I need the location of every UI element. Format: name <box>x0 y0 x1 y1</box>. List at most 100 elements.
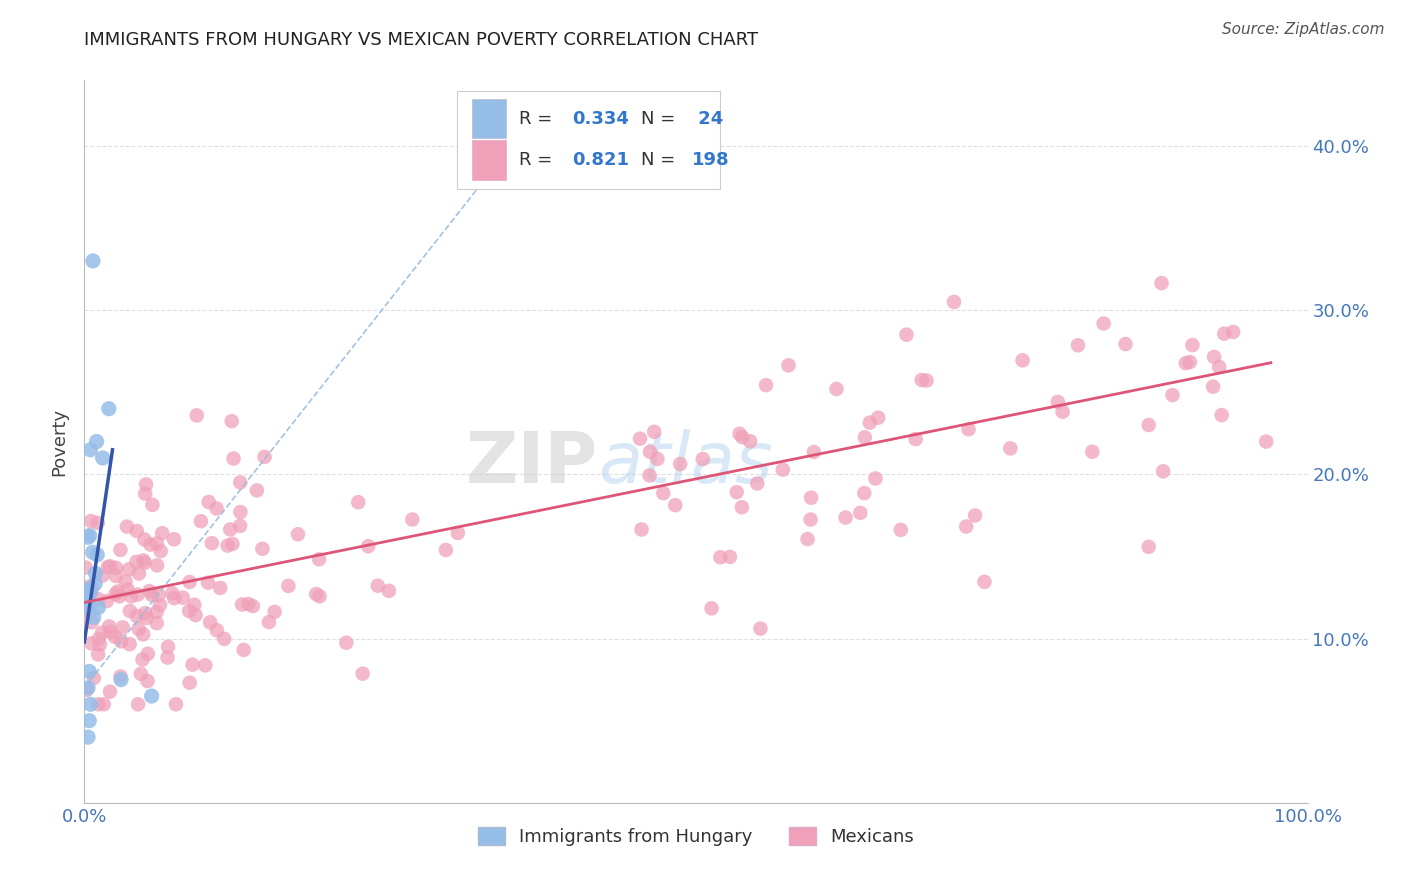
Point <box>447 525 470 540</box>
Point <box>82 253 104 268</box>
Point <box>859 416 882 430</box>
Point <box>209 581 232 595</box>
Text: IMMIGRANTS FROM HUNGARY VS MEXICAN POVERTY CORRELATION CHART: IMMIGRANTS FROM HUNGARY VS MEXICAN POVER… <box>84 31 758 49</box>
Point <box>242 599 264 614</box>
Point <box>146 536 169 550</box>
Point <box>1052 405 1074 419</box>
Point <box>84 566 107 581</box>
Point <box>77 665 100 679</box>
Point <box>287 527 309 541</box>
Point <box>163 591 186 606</box>
Point <box>160 586 183 600</box>
Point <box>114 574 136 589</box>
Point <box>1204 350 1226 364</box>
Point <box>79 585 101 599</box>
Point <box>86 434 108 449</box>
Point <box>205 501 228 516</box>
Point <box>308 590 330 604</box>
Point <box>803 445 825 459</box>
Point <box>1000 442 1022 456</box>
Point <box>664 498 686 512</box>
Text: ZIP: ZIP <box>465 429 598 498</box>
Point <box>131 652 153 666</box>
Point <box>890 523 912 537</box>
Point <box>165 698 187 712</box>
Point <box>1222 325 1244 339</box>
Point <box>728 426 751 441</box>
Point <box>75 582 97 597</box>
Point <box>749 622 772 636</box>
Point <box>141 689 163 703</box>
Point <box>1161 388 1184 402</box>
Point <box>197 575 219 590</box>
Point <box>134 486 156 500</box>
Point <box>87 600 110 615</box>
Point <box>97 401 120 416</box>
Point <box>740 434 762 449</box>
Point <box>957 422 980 436</box>
Point <box>1137 417 1160 432</box>
Point <box>700 601 723 615</box>
Point <box>378 583 401 598</box>
Point <box>172 591 194 605</box>
Point <box>135 477 157 491</box>
Point <box>231 598 253 612</box>
Point <box>77 730 100 744</box>
Point <box>643 425 665 439</box>
Point <box>149 544 172 558</box>
Point <box>357 539 380 553</box>
Point <box>125 524 148 538</box>
Point <box>104 569 127 583</box>
Point <box>125 609 148 624</box>
Point <box>83 671 105 685</box>
Point <box>136 647 159 661</box>
Point <box>232 643 254 657</box>
Point <box>80 514 103 528</box>
Point <box>97 560 120 574</box>
Point <box>347 495 370 509</box>
Point <box>179 675 201 690</box>
Point <box>263 605 285 619</box>
Point <box>181 657 204 672</box>
Point <box>201 536 224 550</box>
FancyBboxPatch shape <box>472 99 506 138</box>
Point <box>138 584 160 599</box>
Point <box>77 681 100 695</box>
Point <box>108 590 131 604</box>
Point <box>163 533 186 547</box>
Text: 0.821: 0.821 <box>572 151 630 169</box>
Point <box>652 486 675 500</box>
Point <box>772 462 794 476</box>
Point <box>128 622 150 636</box>
Point <box>127 698 149 712</box>
Point <box>257 615 280 629</box>
Point <box>1067 338 1090 352</box>
Point <box>955 519 977 533</box>
Point <box>747 476 769 491</box>
Point <box>77 714 100 728</box>
Point <box>849 506 872 520</box>
Y-axis label: Poverty: Poverty <box>51 408 69 475</box>
Point <box>110 634 132 648</box>
Point <box>139 538 162 552</box>
Point <box>98 619 121 633</box>
Point <box>80 615 103 630</box>
Point <box>352 666 374 681</box>
Point <box>128 566 150 581</box>
Text: 24: 24 <box>692 110 724 128</box>
Point <box>150 526 173 541</box>
Point <box>692 452 714 467</box>
Point <box>853 486 876 500</box>
Point <box>132 627 155 641</box>
Point <box>134 556 156 570</box>
Point <box>141 588 163 602</box>
Point <box>221 414 243 428</box>
Point <box>628 432 651 446</box>
FancyBboxPatch shape <box>472 140 506 179</box>
Point <box>205 624 228 638</box>
Point <box>638 468 661 483</box>
Point <box>1181 338 1204 352</box>
Point <box>146 616 169 631</box>
Point <box>186 409 208 423</box>
Point <box>91 625 114 640</box>
